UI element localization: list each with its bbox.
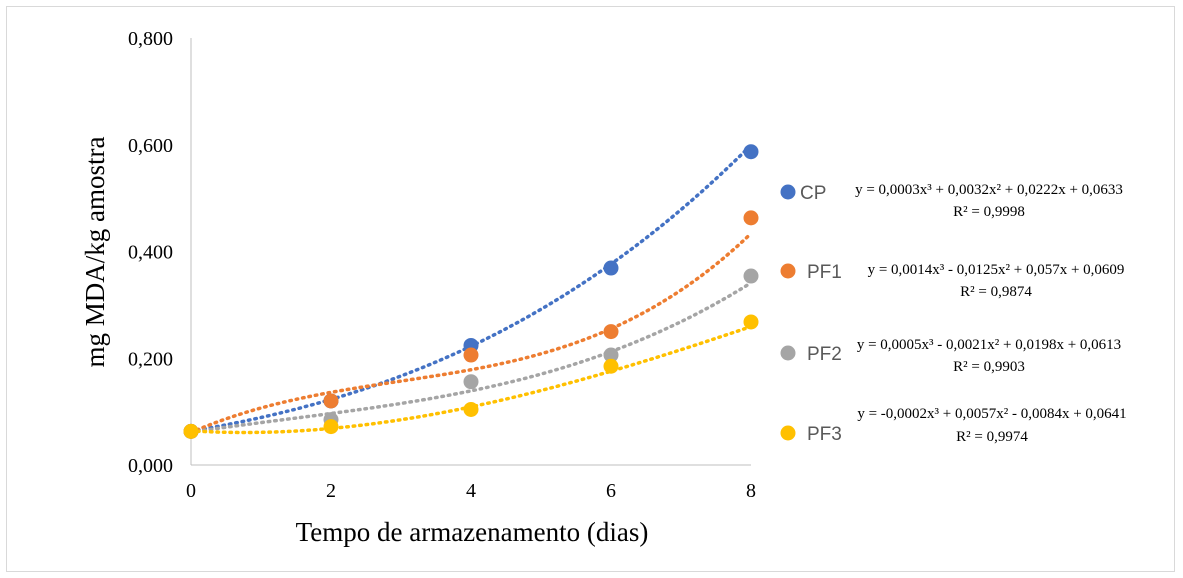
legend-marker-pf1 (780, 263, 796, 279)
x-tick-labels: 0 2 4 6 8 (186, 480, 756, 502)
legend-marker-pf2 (780, 345, 796, 361)
legend-label-pf1: PF1 (807, 262, 842, 283)
trendline-r2-pf3: R² = 0,9974 (956, 429, 1028, 445)
data-point-cp (743, 144, 759, 160)
chart-area (6, 6, 1175, 572)
legend-marker-cp (780, 184, 796, 200)
y-tick-label: 0,200 (128, 348, 173, 370)
x-tick-label: 8 (746, 480, 756, 502)
data-point-pf3 (463, 401, 479, 417)
trendline-equation-pf1: y = 0,0014x³ - 0,0125x² + 0,057x + 0,060… (868, 262, 1125, 278)
data-point-pf1 (743, 210, 759, 226)
trendline-equation-pf2: y = 0,0005x³ - 0,0021x² + 0,0198x + 0,06… (857, 337, 1121, 353)
data-point-pf2 (463, 374, 479, 390)
data-point-cp (603, 260, 619, 276)
trendlines (189, 143, 753, 435)
x-tick-label: 0 (186, 480, 196, 502)
x-axis-label: Tempo de armazenamento (dias) (296, 517, 649, 547)
data-point-pf2 (603, 347, 619, 363)
trendline-r2-pf2: R² = 0,9903 (953, 359, 1025, 375)
data-point-pf1 (323, 393, 339, 409)
x-tick-label: 6 (606, 480, 616, 502)
data-point-pf3 (743, 314, 759, 330)
data-point-pf3 (323, 419, 339, 435)
data-points (183, 144, 759, 439)
trendline-equation-cp: y = 0,0003x³ + 0,0032x² + 0,0222x + 0,06… (855, 182, 1123, 198)
y-tick-label: 0,600 (128, 135, 173, 157)
y-tick-label: 0,800 (128, 28, 173, 50)
legend-label-cp: CP (800, 183, 826, 204)
data-point-pf3 (183, 423, 199, 439)
trendline-equation-pf3: y = -0,0002x³ + 0,0057x² - 0,0084x + 0,0… (857, 406, 1126, 422)
y-tick-label: 0,400 (128, 242, 173, 264)
data-point-pf1 (603, 324, 619, 340)
trendline-r2-pf1: R² = 0,9874 (960, 284, 1032, 300)
y-tick-label: 0,000 (128, 455, 173, 477)
data-point-pf1 (463, 347, 479, 363)
y-axis-label: mg MDA/kg amostra (80, 136, 110, 367)
y-tick-labels: 0,000 0,200 0,400 0,600 0,800 (128, 28, 173, 477)
data-point-pf3 (603, 358, 619, 374)
trendline-r2-cp: R² = 0,9998 (953, 204, 1025, 220)
legend: CP y = 0,0003x³ + 0,0032x² + 0,0222x + 0,… (780, 182, 1127, 445)
legend-label-pf3: PF3 (807, 424, 842, 445)
x-tick-label: 2 (326, 480, 336, 502)
legend-label-pf2: PF2 (807, 344, 842, 365)
data-point-pf2 (743, 268, 759, 284)
x-tick-label: 4 (466, 480, 476, 502)
trendline-pf1 (189, 231, 753, 435)
trendline-pf2 (189, 281, 753, 435)
legend-marker-pf3 (780, 425, 796, 441)
